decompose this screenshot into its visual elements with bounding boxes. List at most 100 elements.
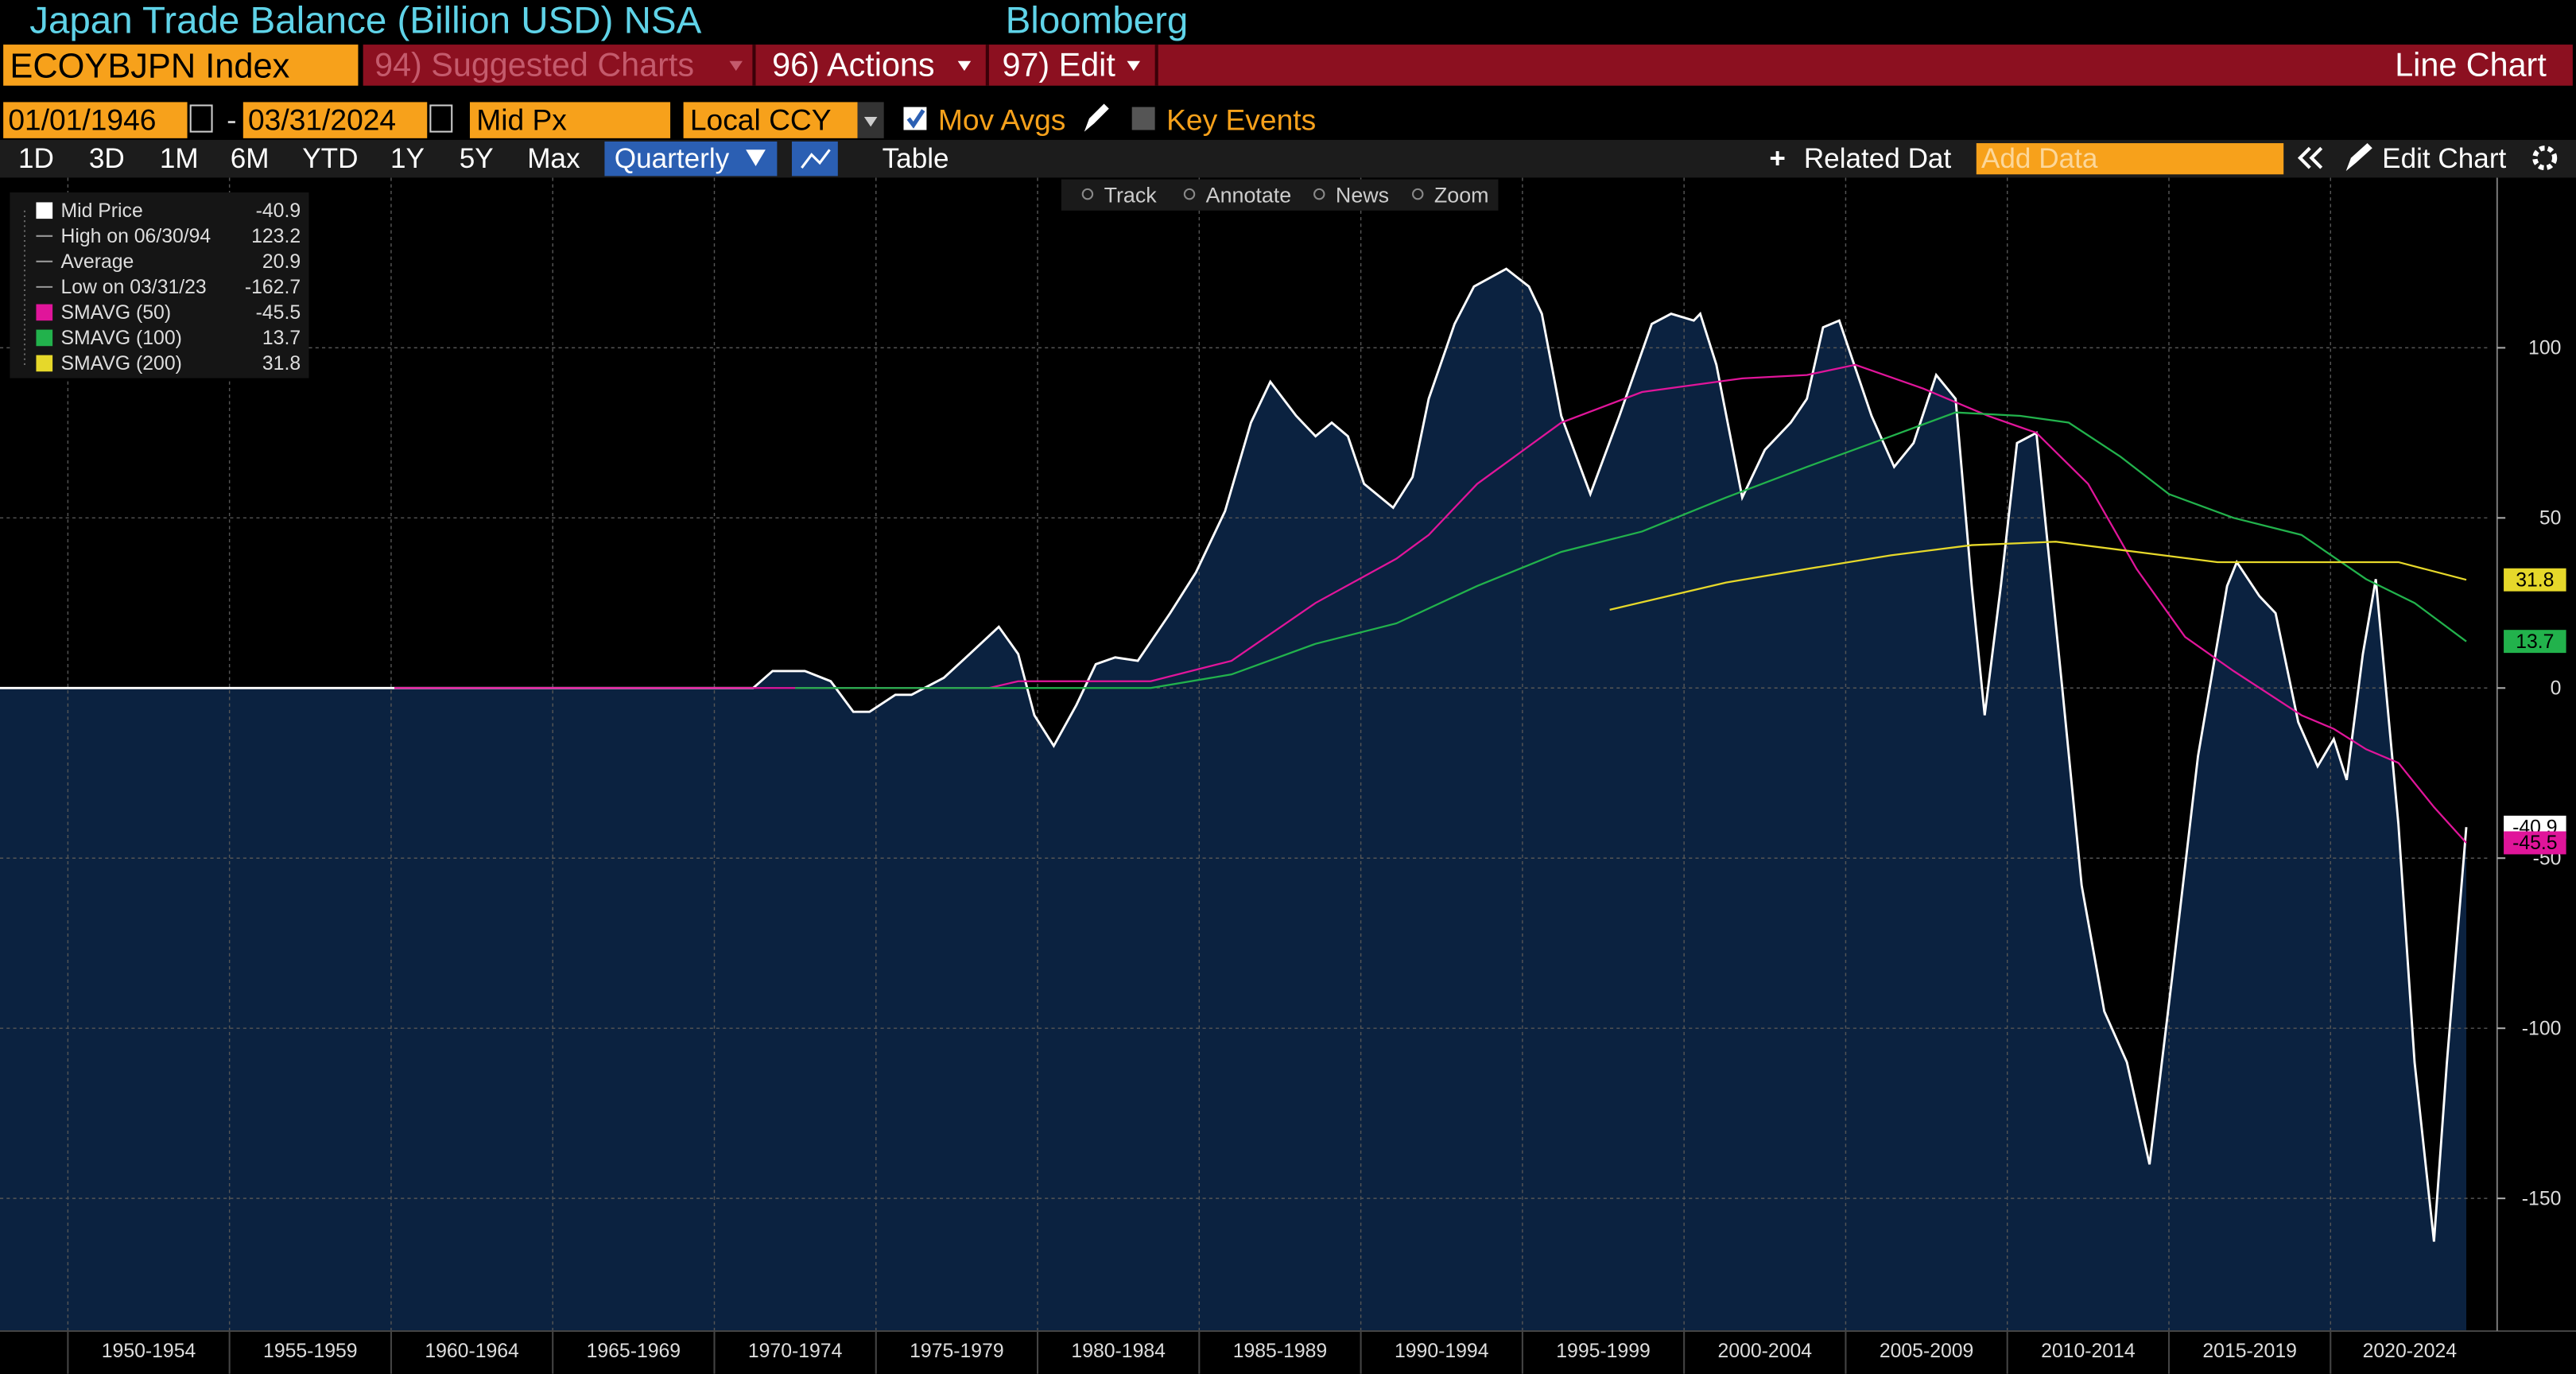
legend-value: 20.9 <box>262 251 301 273</box>
tools: Track Annotate News Zoom <box>1081 183 1489 207</box>
series-line <box>394 363 2467 844</box>
suggested-charts[interactable]: 94) Suggested Charts <box>374 46 694 83</box>
x-tick-label: 1960-1964 <box>425 1341 519 1362</box>
legend-value: -45.5 <box>256 302 301 324</box>
price-field: Mid Px <box>476 103 567 137</box>
legend: Mid Price -40.9 High on 06/30/94 123.2 Avera… <box>23 200 301 375</box>
legend-box <box>10 192 309 378</box>
currency-box[interactable] <box>683 102 858 138</box>
dropdown-arrow <box>1127 60 1141 72</box>
range-button[interactable]: 1Y <box>390 143 425 174</box>
legend-label: SMAVG (100) <box>60 328 181 349</box>
chart-kind[interactable]: Line Chart <box>2395 46 2547 83</box>
settings-icon[interactable] <box>2532 146 2558 171</box>
ticker-box[interactable] <box>3 45 359 86</box>
last-value-label: 31.8 <box>2516 569 2554 591</box>
menu-bar <box>363 45 2573 86</box>
chart-style-icon <box>801 149 831 169</box>
range-button[interactable]: 3D <box>89 143 125 174</box>
dropdown-arrow <box>863 116 878 127</box>
x-tick-label: 1950-1954 <box>102 1341 196 1362</box>
add-data-placeholder: Add Data <box>1981 143 2098 174</box>
date-dash: - <box>227 103 236 137</box>
legend-value: 123.2 <box>251 226 301 247</box>
tool-button[interactable]: News <box>1336 183 1389 207</box>
edit-chart[interactable]: Edit Chart <box>2382 143 2506 174</box>
related-data[interactable]: Related Dat <box>1804 143 1952 174</box>
x-tick-label: 1965-1969 <box>587 1341 681 1362</box>
start-date: 01/01/1946 <box>8 103 156 137</box>
tool-icon <box>1412 188 1424 200</box>
pencil-icon[interactable] <box>1084 103 1109 132</box>
tool-icon <box>1081 188 1094 200</box>
edit-menu[interactable]: 97) Edit <box>1002 46 1115 83</box>
plot-area: 1950-1954 1955-1959 1960-1964 1965-1969 1970… <box>0 177 2576 1374</box>
legend-label: SMAVG (50) <box>60 302 171 324</box>
period-button[interactable] <box>604 141 778 177</box>
last-value-label: -45.5 <box>2512 833 2557 854</box>
y-tick-label: -150 <box>2522 1188 2562 1209</box>
legend-label: SMAVG (200) <box>60 353 181 375</box>
y-tick-label: 100 <box>2528 338 2561 359</box>
range-button[interactable]: 6M <box>231 143 270 174</box>
collapse-icon[interactable] <box>2297 146 2311 169</box>
legend-value: -162.7 <box>245 277 301 298</box>
range-button[interactable]: 1M <box>160 143 199 174</box>
title: Japan Trade Balance (Billion USD) NSA <box>29 0 701 42</box>
legend-value: -40.9 <box>256 200 301 222</box>
legend-swatch <box>36 329 53 347</box>
period: Quarterly <box>615 143 730 174</box>
price-box[interactable] <box>469 102 671 138</box>
last-value-badge <box>2504 630 2566 654</box>
key-events-label[interactable]: Key Events <box>1166 103 1316 137</box>
x-tick-label: 2015-2019 <box>2202 1341 2297 1362</box>
end-date: 03/31/2024 <box>248 103 396 137</box>
key-events-checkbox[interactable] <box>1131 107 1155 130</box>
actions-menu[interactable]: 96) Actions <box>772 46 934 83</box>
calendar-icon[interactable] <box>189 104 213 133</box>
y-tick-label: 50 <box>2539 508 2562 530</box>
start-date-box[interactable] <box>3 102 188 138</box>
dropdown-arrow <box>957 60 972 72</box>
x-tick-label: 2005-2009 <box>1880 1341 1974 1362</box>
tool-button[interactable]: Zoom <box>1434 183 1489 207</box>
legend-value: 13.7 <box>262 328 301 349</box>
end-date-box[interactable] <box>242 102 428 138</box>
range-button[interactable]: YTD <box>302 143 358 174</box>
calendar-icon[interactable] <box>429 104 453 133</box>
series-line <box>1609 541 2467 611</box>
tool-icon <box>1183 188 1196 200</box>
last-value-badge <box>2504 831 2566 855</box>
x-tick-label: 1980-1984 <box>1071 1341 1166 1362</box>
range-button[interactable]: 1D <box>18 143 54 174</box>
x-tick-label: 1990-1994 <box>1395 1341 1489 1362</box>
collapse-icon[interactable] <box>2309 146 2323 169</box>
pencil-icon <box>2345 143 2372 172</box>
tool-button[interactable]: Track <box>1104 183 1158 207</box>
dropdown-arrow <box>746 149 766 166</box>
legend-label: Low on 03/31/23 <box>60 277 206 298</box>
add-data-box[interactable] <box>1976 143 2284 175</box>
legend-swatch <box>36 202 53 219</box>
legend-label: Mid Price <box>60 200 142 222</box>
mov-avgs-label[interactable]: Mov Avgs <box>938 103 1066 137</box>
tool-button[interactable]: Annotate <box>1206 183 1292 207</box>
table-button[interactable]: Table <box>883 143 949 174</box>
range-button[interactable]: Max <box>527 143 580 174</box>
series-line <box>795 411 2467 689</box>
x-tick-label: 1970-1974 <box>748 1341 843 1362</box>
y-tick-label: -100 <box>2522 1018 2562 1039</box>
legend-swatch <box>36 355 53 372</box>
last-value-badge <box>2504 568 2566 592</box>
x-tick-label: 2010-2014 <box>2041 1341 2136 1362</box>
range-button[interactable]: 5Y <box>460 143 494 174</box>
x-tick-label: 2000-2004 <box>1718 1341 1813 1362</box>
legend-value: 31.8 <box>262 353 301 375</box>
x-tick-label: 2020-2024 <box>2363 1341 2458 1362</box>
tools-bar <box>1061 179 1499 211</box>
y-tick-label: 0 <box>2551 678 2562 700</box>
area-fill <box>0 269 2467 1332</box>
tool-icon <box>1313 188 1325 200</box>
